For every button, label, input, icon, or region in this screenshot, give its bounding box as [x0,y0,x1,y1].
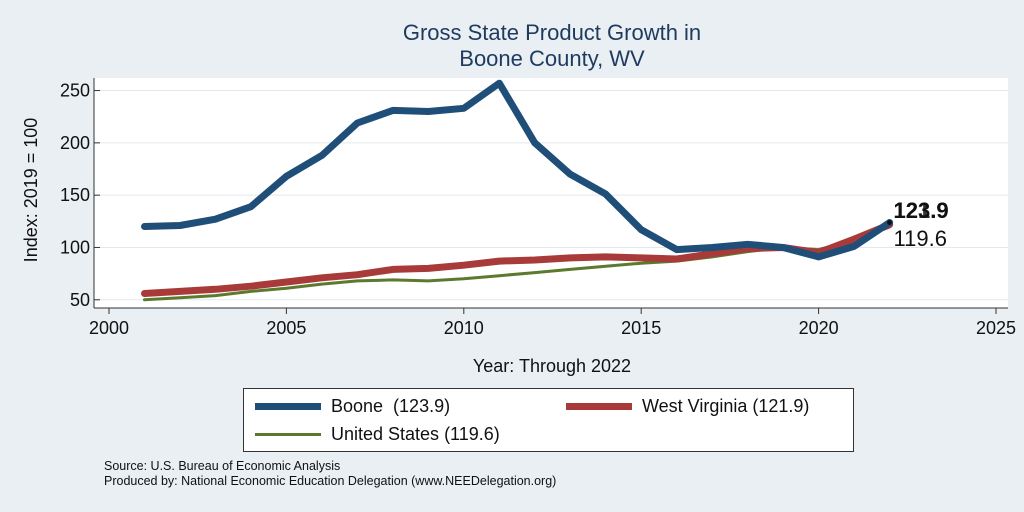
legend-item-west-virginia: West Virginia (121.9) [566,396,809,417]
x-tick-label: 2020 [799,318,839,338]
legend-item-boone: Boone (123.9) [255,396,450,417]
legend: Boone (123.9) West Virginia (121.9) Unit… [243,388,854,452]
x-tick-label: 2000 [89,318,129,338]
source-note: Source: U.S. Bureau of Economic Analysis… [104,459,556,489]
legend-item-united-states: United States (119.6) [255,424,500,445]
grid [94,90,1008,301]
legend-swatch-boone [255,403,321,410]
x-tick-label: 2010 [444,318,484,338]
legend-label-united-states: United States (119.6) [331,424,500,444]
source-line: Source: U.S. Bureau of Economic Analysis [104,459,341,473]
y-tick-label: 50 [70,290,90,310]
y-tick-label: 200 [60,133,90,153]
y-tick-label: 100 [60,237,90,257]
end-label-united-states: 119.6 [894,226,947,251]
x-tick-label: 2005 [266,318,306,338]
produced-by-line: Produced by: National Economic Education… [104,474,557,488]
plot-area [94,78,1008,308]
y-tick-label: 150 [60,185,90,205]
y-tick-label: 250 [60,81,90,101]
x-axis-label: Year: Through 2022 [473,356,631,376]
legend-swatch-united-states [255,433,321,436]
series-lines [141,79,894,302]
series-line-boone [141,79,894,261]
chart-title-line-1: Gross State Product Growth in [403,20,701,45]
end-label-west-virginia: 121.9 [894,198,949,223]
x-tick-label: 2025 [976,318,1016,338]
legend-swatch-west-virginia [566,403,632,410]
x-tick-label: 2015 [621,318,661,338]
legend-label-boone: Boone (123.9) [331,396,451,416]
axes: 50 100 150 200 250 2000 2005 2010 2015 2020 2025 [60,78,1016,338]
end-label-boone: 123.9 [894,198,949,223]
legend-label-west-virginia: West Virginia (121.9) [642,396,810,416]
y-axis-label: Index: 2019 = 100 [21,118,41,263]
chart-title-line-2: Boone County, WV [459,46,645,71]
end-point-marker [887,219,893,225]
